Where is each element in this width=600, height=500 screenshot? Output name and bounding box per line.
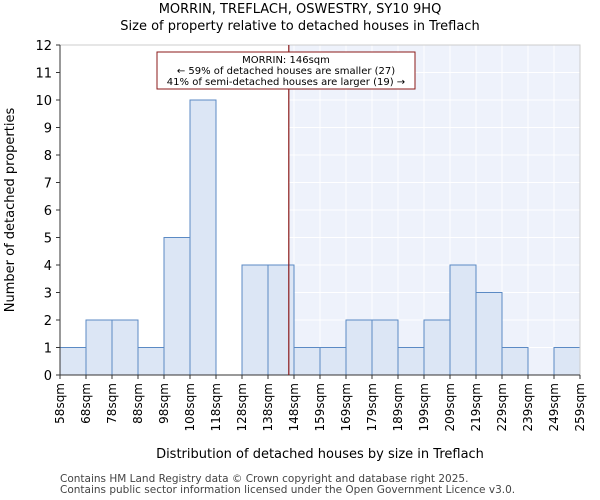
x-axis-title: Distribution of detached houses by size …: [156, 447, 484, 462]
histogram-bar: [423, 319, 451, 376]
histogram-bar: [293, 347, 321, 376]
x-tick-label: 259sqm: [573, 383, 587, 431]
histogram-bar: [475, 292, 503, 376]
x-tick-label: 128sqm: [235, 383, 249, 431]
histogram-bar: [345, 319, 373, 376]
y-tick-label: 10: [35, 94, 52, 109]
histogram-bar: [111, 319, 139, 376]
histogram-bar: [449, 264, 477, 376]
x-tick-label: 68sqm: [79, 383, 93, 424]
histogram-bar: [189, 99, 217, 376]
y-tick-label: 6: [44, 204, 52, 219]
x-tick-label: 239sqm: [521, 383, 535, 431]
y-axis-title: Number of detached properties: [3, 108, 18, 313]
y-tick-label: 11: [35, 67, 52, 82]
y-tick-label: 3: [44, 287, 52, 302]
footer-copyright: Contains HM Land Registry data © Crown c…: [60, 473, 469, 485]
annotation-box: [156, 51, 416, 90]
x-tick-label: 78sqm: [105, 383, 119, 424]
x-tick-label: 98sqm: [157, 383, 171, 424]
annotation-line-2: ← 59% of detached houses are smaller (27…: [177, 66, 395, 77]
histogram-bar: [397, 347, 425, 376]
x-tick-label: 219sqm: [469, 383, 483, 431]
x-tick-label: 58sqm: [53, 383, 67, 424]
y-tick-label: 2: [44, 314, 52, 329]
y-tick-label: 8: [44, 149, 52, 164]
x-tick-label: 229sqm: [495, 383, 509, 431]
x-tick-label: 169sqm: [339, 383, 353, 431]
histogram-bar: [501, 347, 529, 376]
x-tick-label: 148sqm: [287, 383, 301, 431]
x-tick-label: 118sqm: [209, 383, 223, 431]
y-tick-label: 12: [35, 39, 52, 54]
x-tick-label: 189sqm: [391, 383, 405, 431]
x-tick-label: 179sqm: [365, 383, 379, 431]
annotation-line-3: 41% of semi-detached houses are larger (…: [167, 77, 405, 88]
x-tick-label: 108sqm: [183, 383, 197, 431]
histogram-bar: [319, 347, 347, 376]
y-tick-label: 7: [44, 177, 52, 192]
x-tick-label: 138sqm: [261, 383, 275, 431]
histogram-bar: [267, 264, 295, 376]
histogram-bar: [85, 319, 113, 376]
histogram-bar: [553, 347, 581, 376]
histogram-bar: [137, 347, 165, 376]
histogram-bar: [241, 264, 269, 376]
y-tick-label: 4: [44, 259, 52, 274]
histogram-bar: [59, 347, 87, 376]
x-tick-label: 249sqm: [547, 383, 561, 431]
y-tick-label: 5: [44, 232, 52, 247]
x-tick-label: 88sqm: [131, 383, 145, 424]
y-tick-label: 0: [44, 369, 52, 384]
x-tick-label: 199sqm: [417, 383, 431, 431]
histogram-bar: [371, 319, 399, 376]
footer-licence: Contains public sector information licen…: [60, 484, 516, 496]
annotation-line-1: MORRIN: 146sqm: [242, 55, 330, 66]
histogram-bar: [163, 237, 191, 376]
x-tick-label: 159sqm: [313, 383, 327, 431]
x-tick-label: 209sqm: [443, 383, 457, 431]
y-tick-label: 9: [44, 122, 52, 137]
chart-subtitle: Size of property relative to detached ho…: [120, 19, 480, 34]
y-tick-label: 1: [44, 342, 52, 357]
chart-title: MORRIN, TREFLACH, OSWESTRY, SY10 9HQ: [158, 2, 442, 17]
